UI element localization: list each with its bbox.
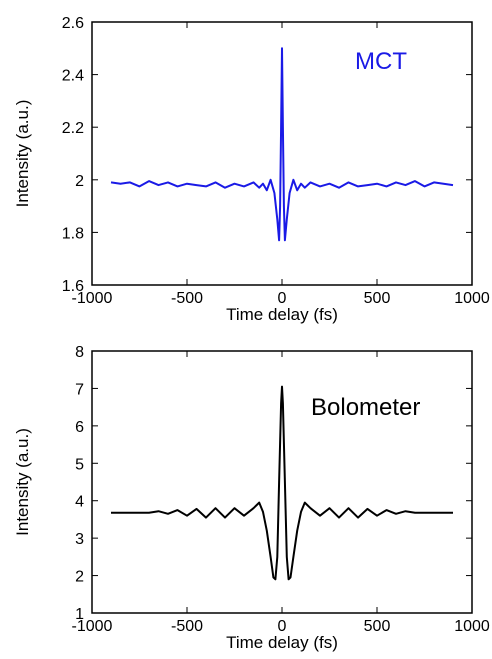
mct-y-tick-label: 2 [75,173,84,190]
mct-panel: -1000 -500 0 500 1000 1.6 1.8 2 2.2 2.4 2.6 Time … [13,15,490,324]
bolometer-y-tick-label: 2 [75,569,84,586]
mct-y-tick-labels: 1.6 1.8 2 2.2 2.4 2.6 [62,15,84,295]
mct-x-tick-label: -500 [171,290,203,307]
mct-x-axis-title: Time delay (fs) [226,305,338,324]
mct-y-tick-label: 2.6 [62,15,84,32]
bolometer-y-tick-label: 5 [75,456,84,473]
bolometer-y-tick-label: 4 [75,494,84,511]
bolometer-x-tick-label: 500 [364,618,391,635]
bolometer-y-tick-label: 3 [75,531,84,548]
bolometer-y-tick-label: 8 [75,344,84,361]
mct-annotation: MCT [355,48,407,75]
mct-y-tick-label: 1.8 [62,225,84,242]
bolometer-series-line [111,385,453,581]
mct-x-tick-labels: -1000 -500 0 500 1000 [72,290,490,307]
bolometer-x-tick-label: 0 [278,618,287,635]
bolometer-y-axis-title: Intensity (a.u.) [13,428,32,536]
mct-y-tick-label: 1.6 [62,278,84,295]
mct-y-axis-title: Intensity (a.u.) [13,100,32,208]
bolometer-x-tick-label: -500 [171,618,203,635]
bolometer-y-tick-label: 7 [75,381,84,398]
bolometer-panel: -1000 -500 0 500 1000 1 2 3 4 5 6 7 8 Time delay (f… [13,344,490,652]
mct-x-tick-label: -1000 [72,290,113,307]
bolometer-x-tick-label: -1000 [72,618,113,635]
mct-plot-frame [91,21,473,286]
bolometer-y-tick-label: 1 [75,606,84,623]
bolometer-x-axis-title: Time delay (fs) [226,633,338,652]
mct-y-tick-label: 2.2 [62,120,84,137]
bolometer-x-tick-labels: -1000 -500 0 500 1000 [72,618,490,635]
bolometer-plot-frame [91,350,473,614]
mct-series-line [110,47,454,242]
bolometer-y-tick-label: 6 [75,419,84,436]
mct-x-tick-label: 500 [364,290,391,307]
bolometer-y-tick-labels: 1 2 3 4 5 6 7 8 [75,344,84,623]
mct-x-tick-label: 1000 [454,290,490,307]
mct-x-tick-label: 0 [278,290,287,307]
bolometer-x-tick-label: 1000 [454,618,490,635]
mct-y-tick-label: 2.4 [62,68,84,85]
bolometer-annotation: Bolometer [311,394,420,421]
